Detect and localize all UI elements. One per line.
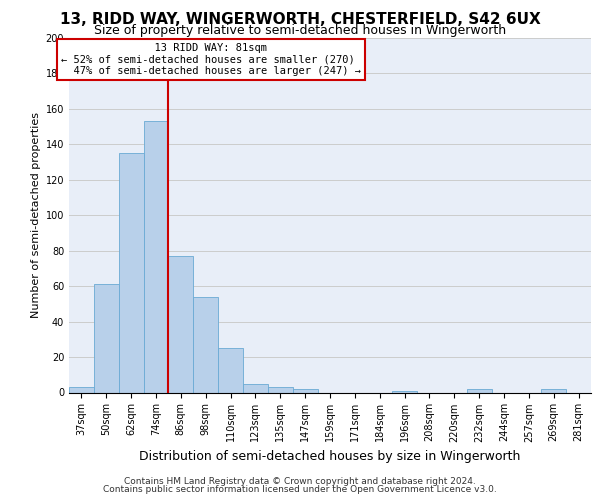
Text: Contains public sector information licensed under the Open Government Licence v3: Contains public sector information licen… [103, 484, 497, 494]
Bar [218, 348, 243, 393]
Text: 13, RIDD WAY, WINGERWORTH, CHESTERFIELD, S42 6UX: 13, RIDD WAY, WINGERWORTH, CHESTERFIELD,… [59, 12, 541, 28]
Bar [392, 390, 417, 392]
Bar [467, 389, 491, 392]
Bar [119, 153, 143, 392]
Bar [94, 284, 119, 393]
Bar [143, 121, 169, 392]
Bar [268, 387, 293, 392]
X-axis label: Distribution of semi-detached houses by size in Wingerworth: Distribution of semi-detached houses by … [139, 450, 521, 463]
Bar [541, 389, 566, 392]
Text: Size of property relative to semi-detached houses in Wingerworth: Size of property relative to semi-detach… [94, 24, 506, 37]
Bar [293, 389, 317, 392]
Bar [193, 296, 218, 392]
Y-axis label: Number of semi-detached properties: Number of semi-detached properties [31, 112, 41, 318]
Text: Contains HM Land Registry data © Crown copyright and database right 2024.: Contains HM Land Registry data © Crown c… [124, 477, 476, 486]
Bar [169, 256, 193, 392]
Bar [69, 387, 94, 392]
Text: 13 RIDD WAY: 81sqm  
← 52% of semi-detached houses are smaller (270) 
  47% of s: 13 RIDD WAY: 81sqm ← 52% of semi-detache… [61, 43, 361, 76]
Bar [243, 384, 268, 392]
